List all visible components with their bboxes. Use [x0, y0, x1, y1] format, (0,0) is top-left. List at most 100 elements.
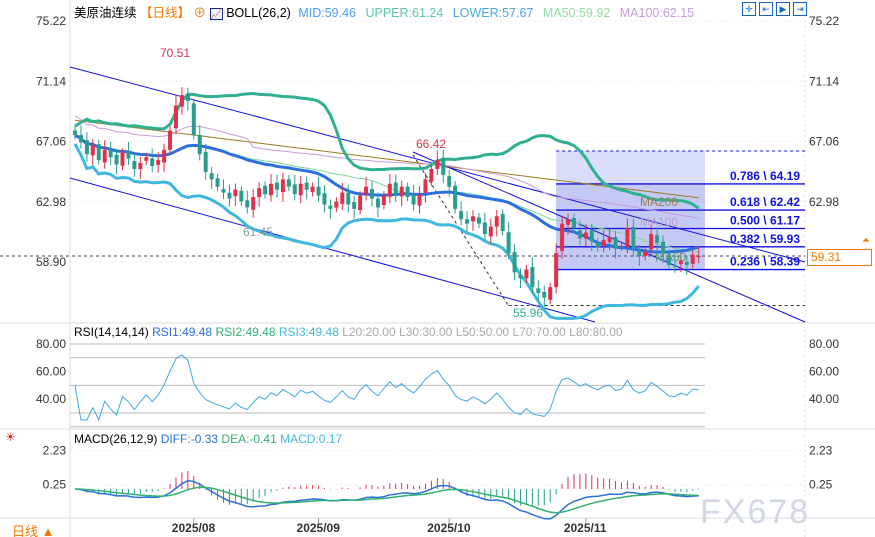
candle-body [162, 149, 167, 163]
candle-body [90, 145, 95, 156]
candle-body [542, 291, 547, 298]
candle-body [304, 182, 309, 190]
candle-body [233, 189, 238, 197]
candle-body [672, 265, 677, 267]
settings-sun-icon[interactable]: ☀ [5, 430, 16, 444]
price-tick-left: 71.14 [36, 74, 66, 88]
zoom-in-icon[interactable]: ⇤ [759, 2, 773, 16]
boll-label: BOLL(26,2) [226, 6, 291, 20]
x-tick-label: 2025/11 [564, 521, 607, 535]
ma-label: MA50 [655, 250, 687, 264]
macd-title: MACD(26,12,9) [74, 432, 158, 446]
rsi-tick-left: 80.00 [36, 337, 66, 351]
candle-body [607, 236, 612, 243]
candle-body [364, 186, 369, 195]
rsi-tick-left: 40.00 [36, 392, 66, 406]
candle-body [583, 232, 588, 239]
zoom-out-icon[interactable]: ▶ [776, 2, 790, 16]
candle-body [589, 230, 594, 242]
candle-body [530, 267, 535, 288]
candle-body [102, 149, 107, 163]
candle-body [470, 216, 475, 222]
price-annotation: 70.51 [160, 46, 190, 60]
scroll-end-icon[interactable]: ⇥ [793, 2, 807, 16]
candle-body [191, 103, 196, 136]
crosshair-toggle-icon[interactable]: ⊕ [193, 6, 207, 20]
macd-header: MACD(26,12,9) DIFF:-0.33 DEA:-0.41 MACD:… [74, 432, 342, 446]
candle-body [536, 288, 541, 294]
candle-body [316, 186, 321, 196]
candle-body [566, 219, 571, 225]
rsi-title: RSI(14,14,14) [74, 325, 149, 339]
candle-body [465, 219, 470, 224]
candle-body [78, 135, 83, 143]
candle-body [73, 130, 77, 136]
ma100-line [74, 115, 699, 219]
candle-body [506, 232, 511, 254]
ma-label: MA200 [640, 195, 678, 209]
x-tick-label: 2025/10 [427, 521, 471, 535]
candle-body [524, 269, 529, 279]
l70-value: L70:70.00 [512, 325, 566, 339]
price-annotation: 61.45 [243, 225, 273, 239]
candle-body [179, 95, 184, 107]
indicator-chart-icon[interactable]: 📈 [209, 8, 223, 20]
candle-body [132, 161, 137, 169]
candle-body [518, 274, 523, 279]
candle-body [482, 222, 487, 234]
l20-value: L20:20.00 [342, 325, 396, 339]
rsi-tick-right: 40.00 [809, 392, 839, 406]
candle-body [114, 154, 119, 165]
price-tick-left: 75.22 [36, 14, 66, 28]
rsi3-value: RSI3:49.48 [278, 325, 339, 339]
macd-tick-right: 0.25 [809, 478, 833, 492]
candle-body [571, 218, 576, 229]
watermark: FX678 [700, 493, 811, 531]
candle-body [667, 255, 671, 266]
candle-body [292, 184, 297, 195]
candle-body [429, 168, 434, 182]
ma200-line [74, 119, 699, 199]
candle-body [678, 260, 683, 265]
candle-body [144, 157, 149, 161]
fib-level-label: 0.786 \ 64.19 [730, 169, 800, 183]
macd-tick-left: 2.23 [43, 444, 67, 458]
candle-body [334, 201, 339, 208]
crosshair-icon[interactable]: ✛ [742, 2, 756, 16]
rsi1-value: RSI1:49.48 [152, 325, 213, 339]
price-alert-icon[interactable]: ⏶ [862, 235, 870, 246]
period-label: 【日线】 [140, 6, 191, 20]
candle-body [221, 189, 226, 193]
candle-body [690, 254, 695, 264]
candle-body [340, 192, 345, 204]
candle-body [619, 245, 624, 247]
candle-body [595, 242, 600, 248]
candle-body [150, 158, 155, 167]
candle-body [358, 195, 363, 211]
macd-value: MACD:0.17 [280, 432, 343, 446]
candle-body [257, 188, 262, 198]
l80-value: L80:80.00 [569, 325, 623, 339]
candle-body [696, 256, 701, 258]
candle-body [488, 226, 493, 237]
boll-mid-line [74, 133, 700, 254]
rsi2-value: RSI2:49.48 [215, 325, 276, 339]
trend-line-lower [69, 177, 596, 323]
candle-body [203, 151, 208, 172]
candle-body [613, 236, 618, 249]
boll-lower: LOWER:57.67 [452, 6, 534, 20]
period-button[interactable]: 日线 ▲ [12, 524, 55, 537]
candle-body [84, 140, 89, 155]
candle-body [263, 185, 268, 195]
diff-value: DIFF:-0.33 [160, 432, 219, 446]
candle-body [554, 253, 559, 288]
macd-tick-right: 2.23 [809, 444, 833, 458]
candle-body [643, 251, 648, 257]
candle-body [548, 287, 553, 300]
price-tick-right: 75.22 [809, 14, 839, 28]
candle-body [274, 182, 279, 190]
candle-body [601, 239, 606, 247]
candle-body [245, 200, 250, 208]
rsi-tick-right: 60.00 [809, 365, 839, 379]
